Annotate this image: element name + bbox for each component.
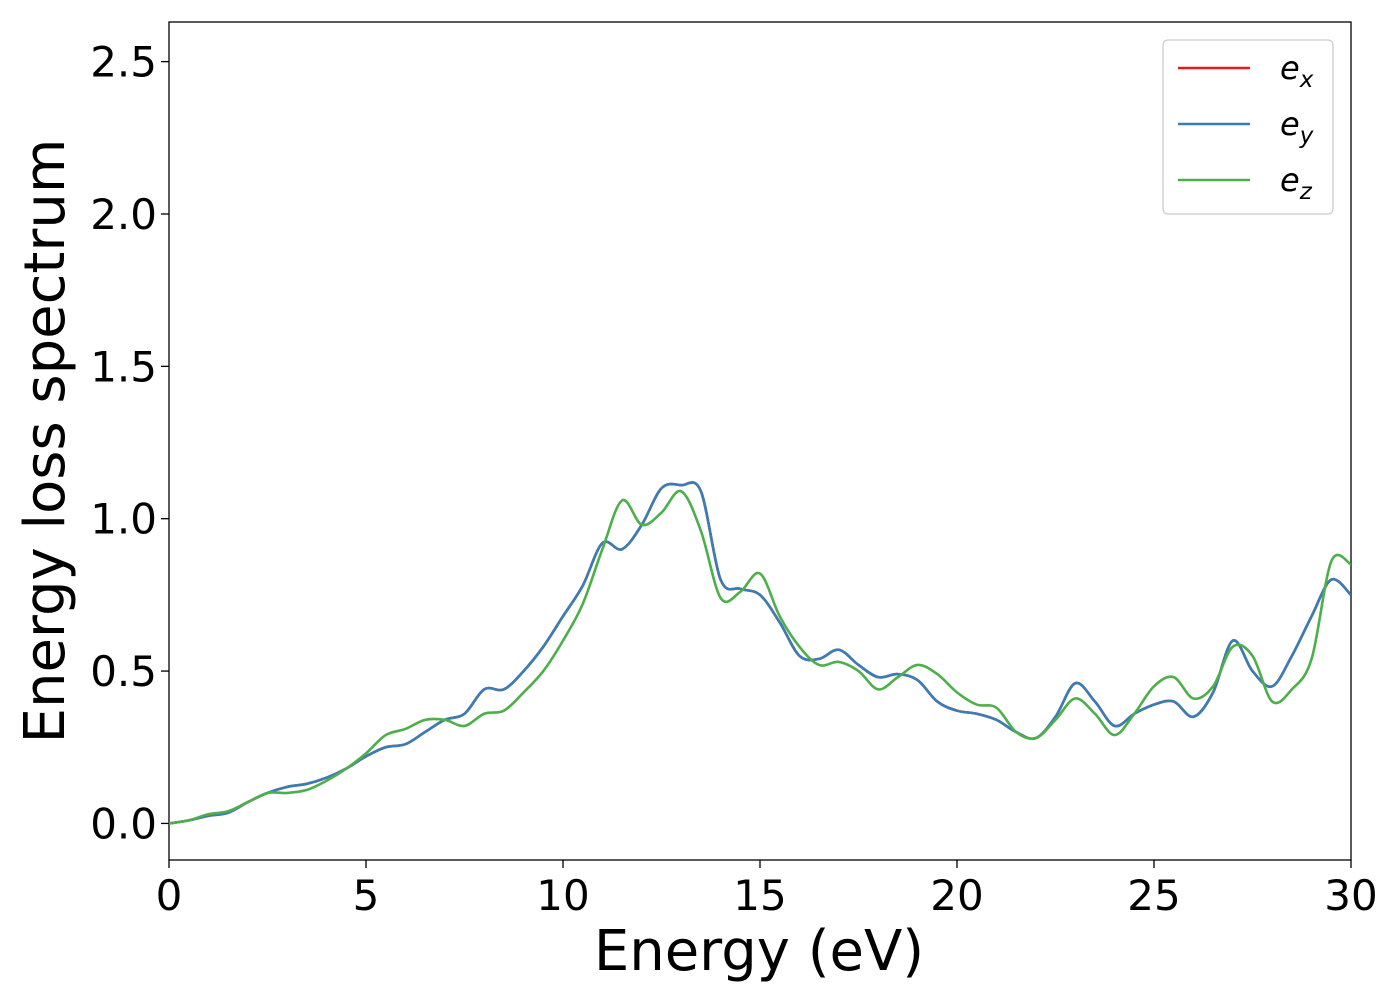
x-tick-label: 0 xyxy=(156,871,183,920)
x-tick-label: 20 xyxy=(930,871,983,920)
y-tick-label: 1.0 xyxy=(90,495,157,544)
y-tick-label: 2.0 xyxy=(90,190,157,239)
series-line-y xyxy=(169,481,1351,825)
y-axis-title: Energy loss spectrum xyxy=(13,139,78,744)
y-tick-label: 1.5 xyxy=(90,342,157,391)
y-tick-label: 0.5 xyxy=(90,647,157,696)
x-tick-label: 10 xyxy=(536,871,589,920)
x-tick-label: 5 xyxy=(353,871,380,920)
x-tick-label: 25 xyxy=(1127,871,1180,920)
x-axis: 0 5 10 15 20 25 30 xyxy=(156,860,1378,920)
x-tick-label: 15 xyxy=(733,871,786,920)
legend-frame xyxy=(1162,39,1334,215)
series-layer xyxy=(169,481,1351,825)
series-line-z xyxy=(169,489,1351,825)
plot-frame xyxy=(168,21,1352,861)
legend-label-z: ez xyxy=(1280,161,1313,205)
x-axis-title: Energy (eV) xyxy=(594,919,924,984)
plot-area xyxy=(168,21,1352,861)
y-axis: 0.0 0.5 1.0 1.5 2.0 2.5 xyxy=(90,38,169,848)
legend-label-y: ey xyxy=(1280,105,1314,149)
x-tick-label: 30 xyxy=(1324,871,1377,920)
y-tick-label: 2.5 xyxy=(90,38,157,87)
legend: ex ey ez xyxy=(1162,39,1334,215)
y-tick-label: 0.0 xyxy=(90,799,157,848)
legend-label-x: ex xyxy=(1280,49,1314,93)
